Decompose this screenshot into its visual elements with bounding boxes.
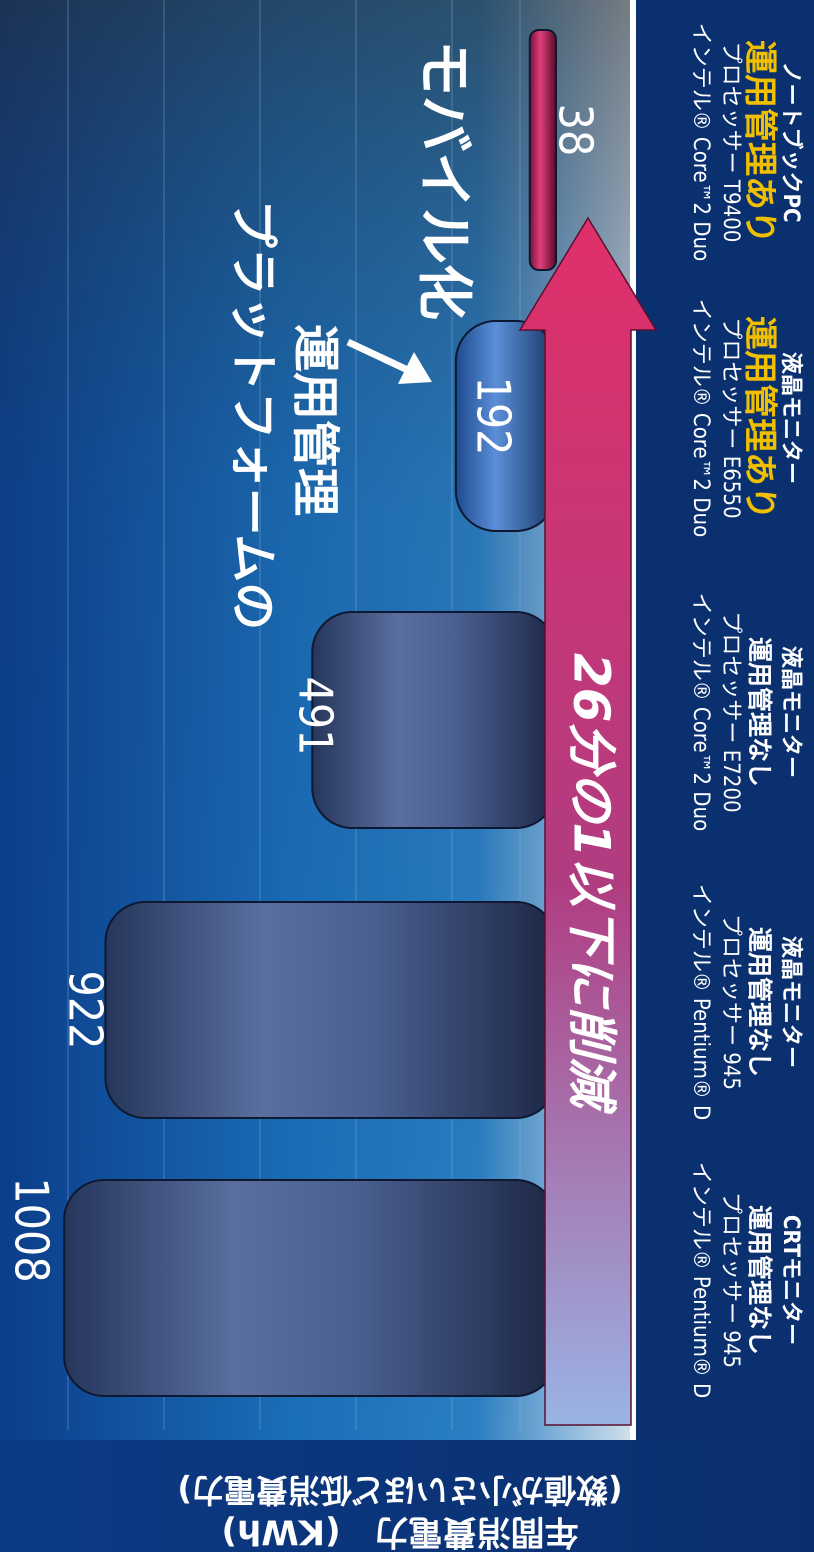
category-label: プロセッサー E6550 [718,317,743,518]
category-label: インテル® Pentium® D [688,1162,713,1398]
axis-labels: (数値が小さいほど低消費電力)年間消費電力 (KWh) [177,1471,622,1552]
category-label: 液晶モニター [778,352,804,484]
bottom-panel [0,1440,814,1552]
category-label: 液晶モニター [778,646,804,778]
arrow-text: 26分の1以下に削減 [563,653,621,1115]
annotation-text: 運用管理 [287,324,343,516]
annotation-pointer [346,338,414,376]
y-axis-title: 年間消費電力 (KWh) [221,1512,578,1552]
category-label: CRTモニター [778,1215,803,1345]
category-label: プロセッサー T9400 [718,42,743,243]
value-label: 192 [467,377,521,456]
annotation-text: モバイル化 [411,40,476,320]
category-label: 運用管理なし [745,1205,774,1355]
category-label: インテル® Core™2 Duo [688,299,713,537]
y-axis-label: (数値が小さいほど低消費電力) [177,1471,622,1509]
category-label: 運用管理なし [745,927,774,1077]
bar [311,611,557,829]
category-labels: インテル® Pentium® D プロセッサー 945 運用管理なし CRTモニターイ… [688,23,804,1398]
category-label: 液晶モニター [778,936,804,1068]
annotation-pointer-head [398,352,432,384]
reduction-arrow [518,216,658,1426]
category-label: 運用管理あり [740,316,780,520]
annotation-text: プラットフォームの [225,200,281,631]
category-panel [636,0,814,1552]
value-labels: 1008 922 491 192 38 [5,104,603,1283]
category-label: インテル® Pentium® D [688,884,713,1120]
category-label: 運用管理あり [740,40,780,244]
category-label: 運用管理なし [745,637,774,787]
category-label: プロセッサー 945 [718,1192,743,1368]
category-label: インテル® Core™2 Duo [688,23,713,261]
category-label: インテル® Core™2 Duo [688,593,713,831]
value-label: 491 [289,677,343,756]
category-label: ノートブックPC [778,61,804,222]
value-label: 38 [549,104,603,157]
bar [528,29,558,271]
annotation-layer: プラットフォームの 運用管理 モバイル化 [225,40,476,630]
bar [104,901,557,1119]
category-label: プロセッサー E7200 [718,611,743,812]
bars [63,29,558,1397]
bar [63,1179,557,1397]
plot-frame-line [630,0,636,1440]
reduction-arrow-layer: 26分の1以下に削減 [518,216,658,1426]
value-label: 1008 [5,1177,59,1282]
category-label: プロセッサー 945 [718,914,743,1090]
value-label: 922 [59,971,113,1050]
